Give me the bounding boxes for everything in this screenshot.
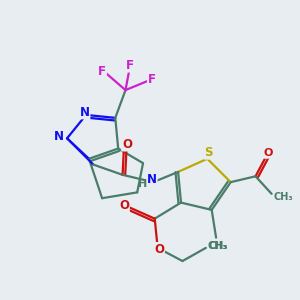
Text: F: F xyxy=(98,64,106,78)
Text: S: S xyxy=(205,146,213,159)
Text: O: O xyxy=(122,138,132,151)
Text: N: N xyxy=(147,173,157,186)
Text: H: H xyxy=(137,179,147,190)
Text: O: O xyxy=(119,199,129,212)
Text: F: F xyxy=(148,74,156,86)
Text: O: O xyxy=(264,148,273,158)
Text: CH₃: CH₃ xyxy=(208,242,228,251)
Text: CH₃: CH₃ xyxy=(208,241,227,250)
Text: N: N xyxy=(80,106,90,118)
Text: F: F xyxy=(126,59,134,72)
Text: O: O xyxy=(154,243,164,256)
Text: CH₃: CH₃ xyxy=(274,192,294,202)
Text: N: N xyxy=(54,130,64,143)
